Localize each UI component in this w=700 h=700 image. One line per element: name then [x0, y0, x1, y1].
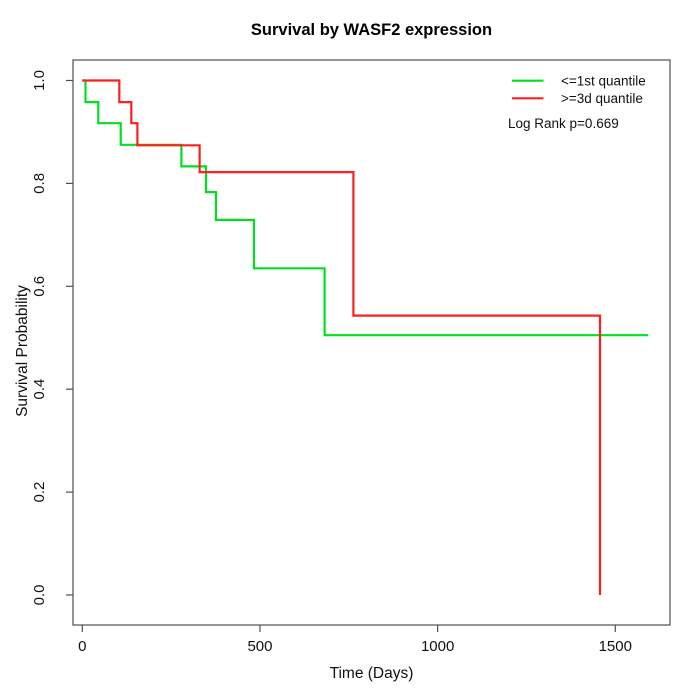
legend-label: <=1st quantile — [561, 73, 646, 88]
x-axis: 0 500 1000 1500 — [78, 625, 632, 655]
x-tick-label: 0 — [78, 638, 86, 655]
legend-label: >=3d quantile — [561, 91, 643, 106]
y-tick-label: 0.6 — [31, 276, 48, 297]
survival-curve-high-expression — [82, 79, 602, 595]
x-tick-label: 1000 — [421, 638, 454, 655]
y-tick-label: 0.2 — [31, 482, 48, 503]
survival-curve-low-expression — [82, 79, 649, 337]
log-rank-p-value: Log Rank p=0.669 — [508, 116, 619, 131]
legend: <=1st quantile >=3d quantile — [512, 73, 646, 106]
x-tick-label: 1500 — [599, 638, 632, 655]
chart-title: Survival by WASF2 expression — [251, 21, 492, 39]
y-axis-title: Survival Probability — [14, 285, 31, 417]
y-tick-label: 0.0 — [31, 585, 48, 606]
x-tick-label: 500 — [247, 638, 272, 655]
y-axis: 0.0 0.2 0.4 0.6 0.8 1.0 — [31, 70, 73, 605]
y-tick-label: 1.0 — [31, 70, 48, 91]
y-tick-label: 0.8 — [31, 173, 48, 194]
x-axis-title: Time (Days) — [330, 665, 414, 682]
y-tick-label: 0.4 — [31, 379, 48, 400]
plot-border — [72, 59, 671, 626]
survival-curves — [82, 79, 649, 595]
